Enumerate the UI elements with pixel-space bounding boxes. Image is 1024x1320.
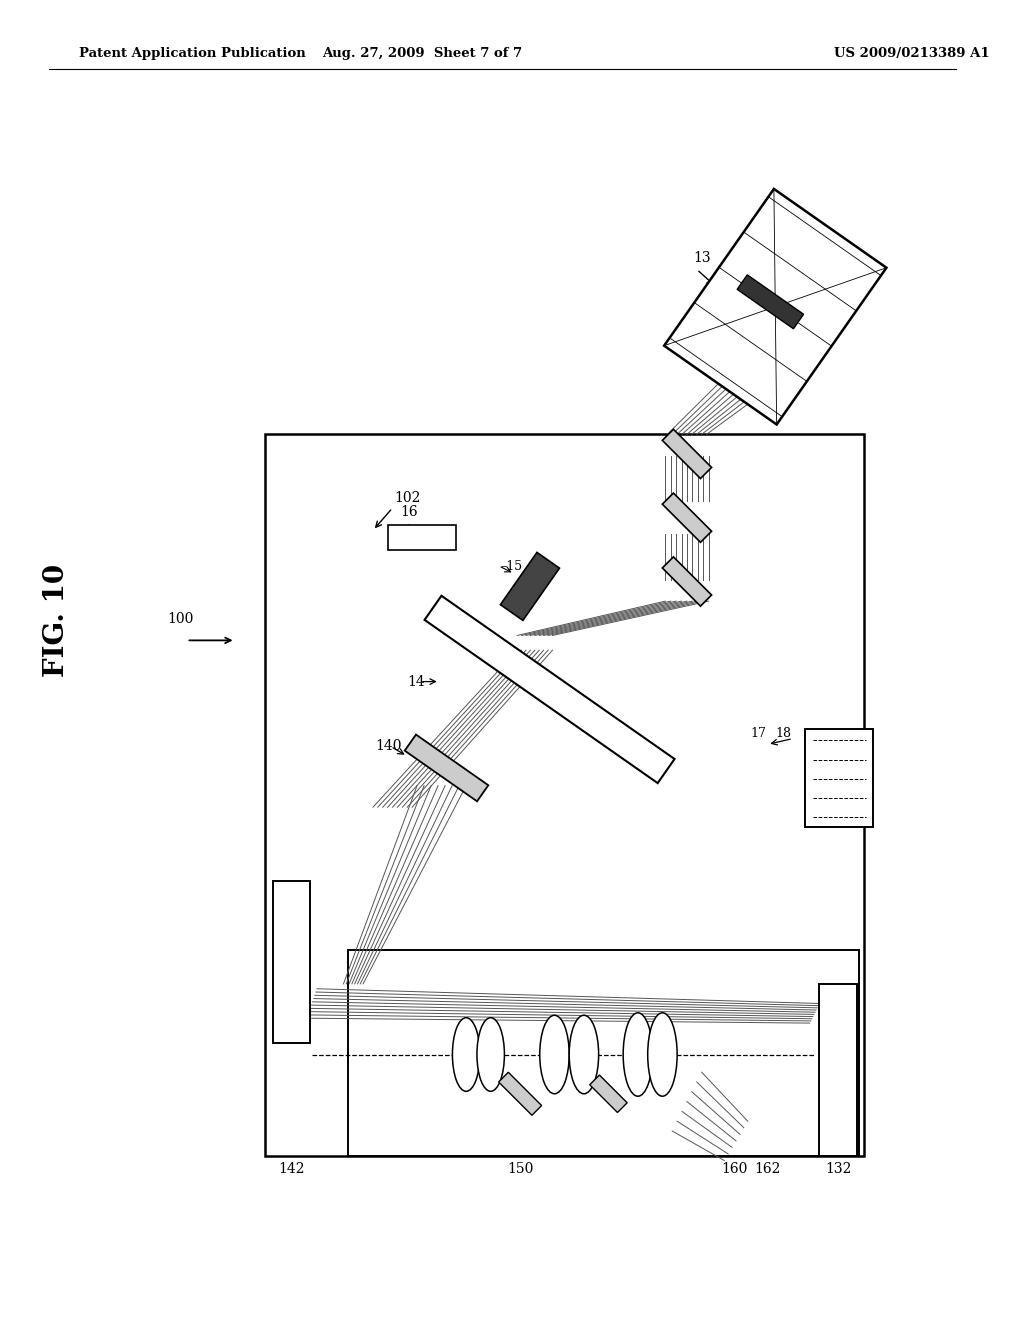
Text: –15: –15 [501,560,522,573]
Text: US 2009/0213389 A1: US 2009/0213389 A1 [835,46,990,59]
Ellipse shape [477,1018,505,1092]
Text: 17: 17 [751,727,767,741]
Bar [348,949,859,1155]
Bar [272,880,310,1043]
Polygon shape [663,494,712,543]
Text: 150: 150 [507,1163,534,1176]
Ellipse shape [453,1018,480,1092]
Polygon shape [737,275,804,329]
Text: 16: 16 [400,504,418,519]
Polygon shape [404,735,488,801]
Polygon shape [663,429,712,479]
Ellipse shape [540,1015,569,1094]
Ellipse shape [569,1015,599,1094]
Text: 14: 14 [408,675,425,689]
Text: 13: 13 [693,252,711,265]
Ellipse shape [648,1012,677,1096]
Text: 132: 132 [825,1163,851,1176]
Polygon shape [425,595,675,783]
Text: 18: 18 [775,727,792,741]
Text: 140: 140 [375,739,401,754]
Polygon shape [501,552,559,620]
Text: 100: 100 [167,611,194,626]
Text: Patent Application Publication: Patent Application Publication [79,46,305,59]
Text: FIG. 10: FIG. 10 [43,564,71,677]
Text: 102: 102 [394,491,421,506]
Ellipse shape [624,1012,652,1096]
Polygon shape [590,1074,627,1113]
Bar [265,434,863,1155]
Text: 162: 162 [755,1163,780,1176]
Text: 142: 142 [279,1163,305,1176]
Text: Aug. 27, 2009  Sheet 7 of 7: Aug. 27, 2009 Sheet 7 of 7 [322,46,522,59]
Polygon shape [499,1072,542,1115]
Bar [805,729,873,826]
Polygon shape [663,557,712,606]
Text: 160: 160 [721,1163,748,1176]
Polygon shape [665,189,887,425]
Polygon shape [388,524,457,550]
Bar [819,983,857,1155]
